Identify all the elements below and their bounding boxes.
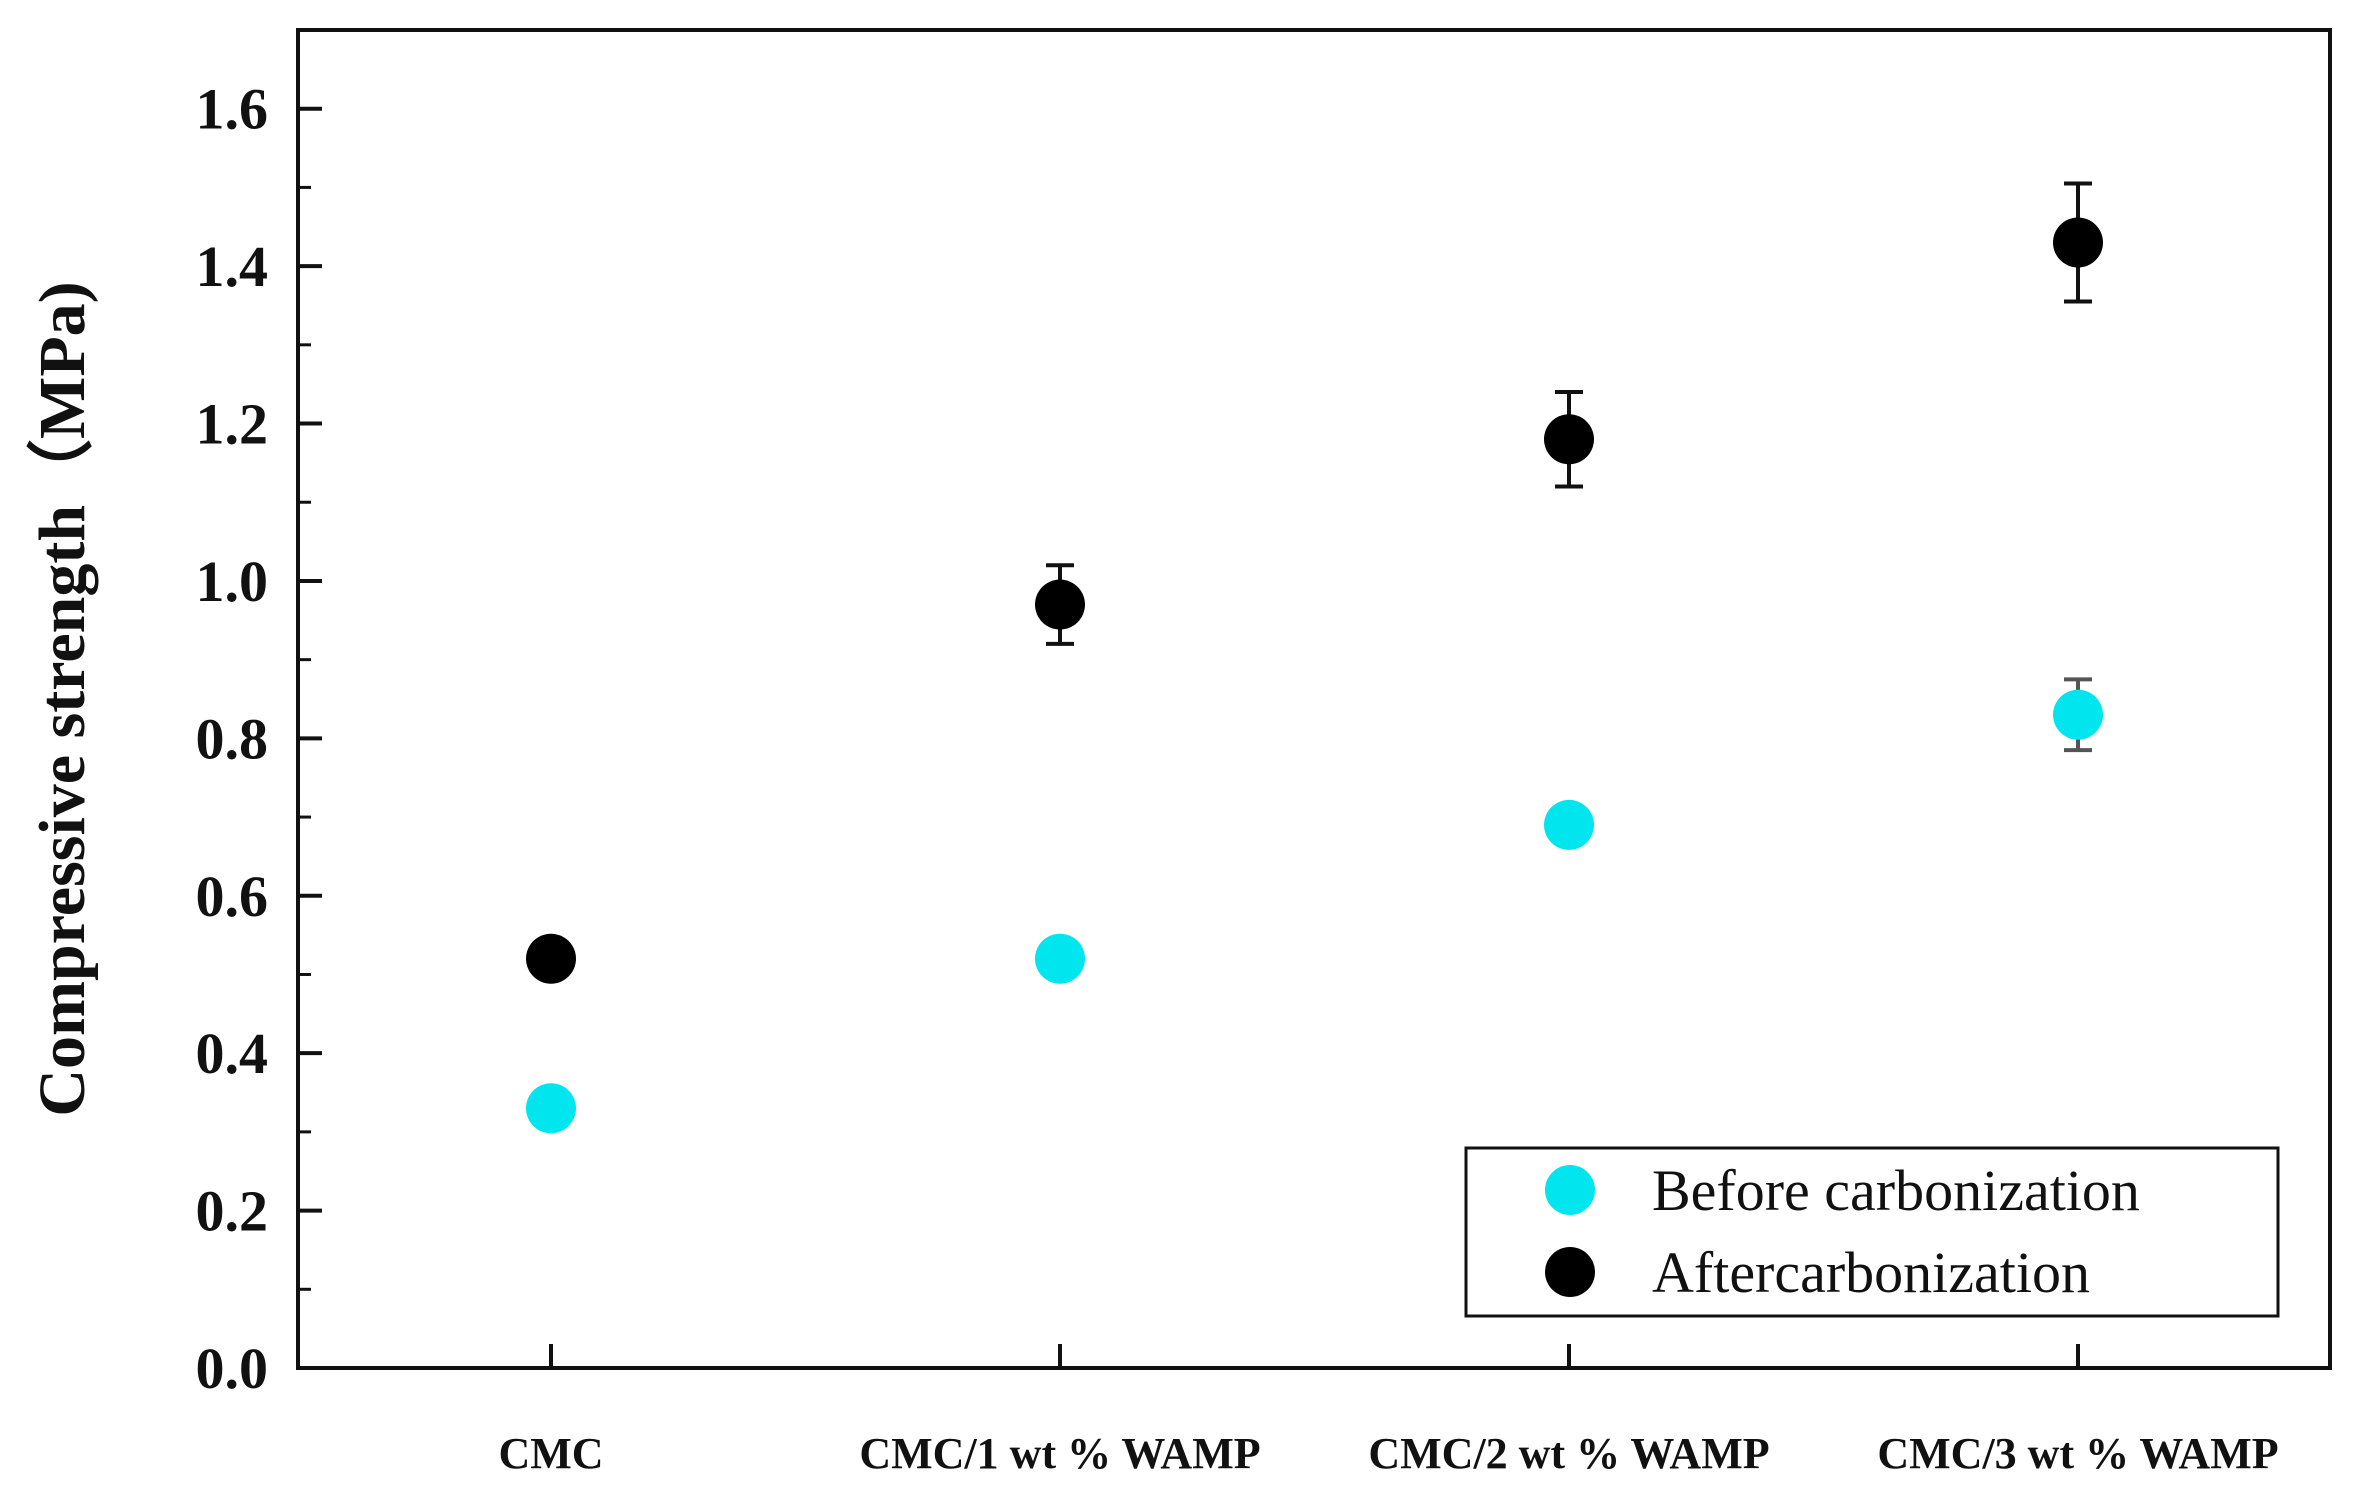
after-carbonization-point (1544, 414, 1594, 465)
after-carbonization-point (526, 933, 576, 984)
x-category-label: CMC/1 wt % WAMP (859, 1429, 1260, 1478)
y-tick-label: 0.2 (196, 1179, 269, 1244)
data-marks (526, 181, 2103, 1134)
before-carbonization-point (1035, 933, 1085, 984)
plot-frame (296, 28, 2332, 1370)
legend-label: Before carbonization (1652, 1158, 2140, 1223)
before-carbonization-point (526, 1083, 576, 1134)
y-tick-label: 0.0 (196, 1336, 269, 1401)
y-tick-label: 1.0 (196, 549, 269, 614)
legend-label: Aftercarbonization (1652, 1240, 2090, 1305)
before-carbonization-point (2053, 689, 2103, 740)
before-carbonization-point (1544, 799, 1594, 850)
x-category-label: CMC (498, 1429, 603, 1478)
legend-marker (1545, 1247, 1595, 1297)
y-tick-label: 1.4 (196, 234, 269, 299)
y-axis-ticks: 0.0 0.2 0.4 0.6 0.8 1.0 1.2 1.4 1.6 (196, 77, 322, 1401)
x-axis-ticks: CMC CMC/1 wt % WAMP CMC/2 wt % WAMP CMC/3 w… (498, 1344, 2279, 1478)
y-tick-label: 0.8 (196, 706, 269, 771)
legend-marker (1545, 1165, 1595, 1215)
y-tick-label: 0.4 (196, 1021, 269, 1086)
legend: Before carbonization Aftercarbonization (1464, 1146, 2280, 1318)
legend-box (1464, 1146, 2280, 1318)
x-category-label: CMC/2 wt % WAMP (1368, 1429, 1769, 1478)
y-tick-label: 1.2 (196, 392, 269, 457)
after-carbonization-point (1035, 579, 1085, 630)
after-carbonization-point (2053, 217, 2103, 268)
y-axis-title: Compressive strength（MPa) (25, 281, 99, 1116)
y-tick-label: 1.6 (196, 77, 269, 142)
y-tick-label: 0.6 (196, 864, 269, 929)
x-category-label: CMC/3 wt % WAMP (1877, 1429, 2278, 1478)
